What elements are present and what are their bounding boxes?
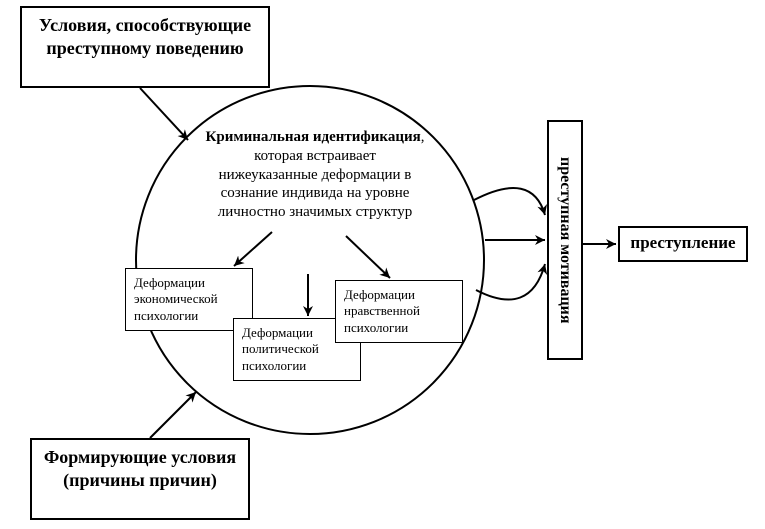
node-motivation-label: преступная мотивация [556, 157, 574, 324]
node-def-economic-label: Деформации экономической психологии [134, 275, 218, 323]
node-forming-conditions-label: Формирующие условия (причины причин) [44, 447, 236, 490]
node-forming-conditions: Формирующие условия (причины причин) [30, 438, 250, 520]
node-conditions-label: Условия, способствующие преступному пове… [39, 15, 251, 58]
node-def-moral: Деформации нравственной психологии [335, 280, 463, 343]
node-criminal-identification: Криминальная идентификация, которая встр… [205, 128, 425, 222]
node-criminal-identification-title: Криминальная идентификация [206, 129, 421, 145]
node-def-political-label: Деформации политической психологии [242, 325, 319, 373]
node-crime-label: преступление [630, 233, 735, 252]
node-motivation: преступная мотивация [547, 120, 583, 360]
node-crime: преступление [618, 226, 748, 262]
node-conditions: Условия, способствующие преступному пове… [20, 6, 270, 88]
node-def-moral-label: Деформации нравственной психологии [344, 287, 420, 335]
